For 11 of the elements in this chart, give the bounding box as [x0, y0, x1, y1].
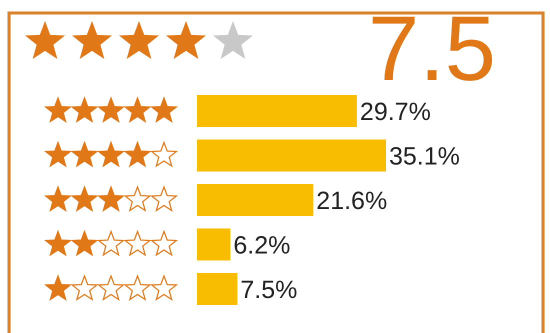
data-label: 35.1%: [389, 142, 460, 171]
chart-title: 7.5: [368, 0, 496, 100]
data-label: 7.5%: [240, 276, 298, 304]
data-label: 6.2%: [233, 231, 290, 260]
data-label: 29.7%: [360, 98, 431, 126]
data-label: 21.6%: [316, 187, 388, 215]
bar: [197, 139, 386, 172]
bar: [197, 272, 238, 305]
bar: [197, 184, 314, 216]
bar: [197, 228, 230, 261]
bar: [197, 95, 357, 128]
